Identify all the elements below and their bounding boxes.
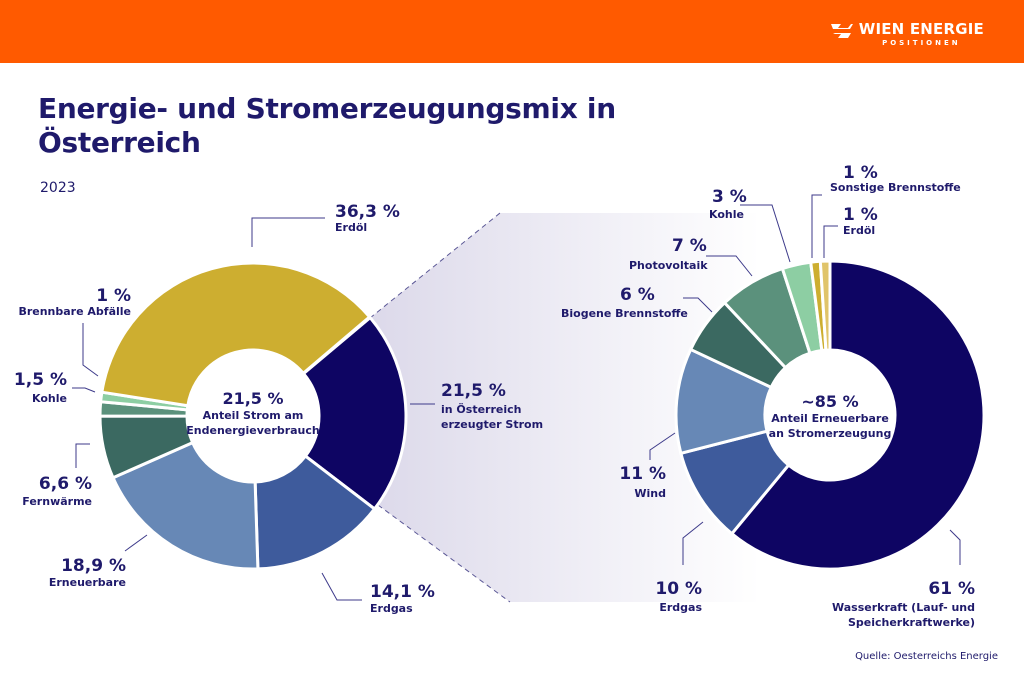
connector-dash-top bbox=[369, 212, 501, 319]
leader-kohle-left bbox=[72, 387, 96, 393]
leader-erdgas-right bbox=[682, 521, 704, 565]
donut-slice-wasserkraft-lauf-und-speicherkraftwerke- bbox=[729, 259, 986, 571]
center-value-left: 21,5 % bbox=[222, 389, 283, 408]
value-wind: 11 % bbox=[619, 464, 666, 484]
donut-slice-erdgas bbox=[253, 453, 377, 571]
donut-slice-erneuerbare bbox=[111, 440, 260, 571]
label-fernwaerme: Fernwärme bbox=[22, 495, 92, 508]
leader-wasserkraft bbox=[949, 529, 961, 565]
label-kohle-left: Kohle bbox=[32, 392, 67, 405]
connector-fill bbox=[370, 213, 760, 602]
donut-energy-mix bbox=[98, 261, 408, 571]
value-abfaelle: 1 % bbox=[96, 286, 131, 306]
value-erneuerbare: 18,9 % bbox=[61, 556, 126, 576]
source-note: Quelle: Oesterreichs Energie bbox=[855, 651, 998, 662]
leader-pv bbox=[706, 255, 753, 277]
label-wind: Wind bbox=[634, 487, 666, 500]
label-erdoel: Erdöl bbox=[335, 221, 367, 234]
label-sonstige: Sonstige Brennstoffe bbox=[830, 181, 961, 194]
leader-erdoel-right bbox=[823, 225, 838, 258]
leader-wind bbox=[649, 432, 676, 460]
header-bar: WIEN ENERGIE POSITIONEN bbox=[0, 0, 1024, 63]
label-wasserkraft-2: Speicherkraftwerke) bbox=[848, 616, 975, 629]
label-abfaelle: Brennbare Abfälle bbox=[18, 305, 131, 318]
center-label-right-1: Anteil Erneuerbare bbox=[771, 412, 889, 425]
brand-subtitle: POSITIONEN bbox=[882, 39, 961, 47]
donut-electricity-mix bbox=[674, 259, 986, 571]
label-strom-1: in Österreich bbox=[441, 402, 521, 416]
value-fernwaerme: 6,6 % bbox=[39, 474, 92, 494]
value-kohle-left: 1,5 % bbox=[14, 370, 67, 390]
leader-erdgas-left bbox=[321, 572, 362, 601]
label-erneuerbare: Erneuerbare bbox=[49, 576, 126, 589]
label-erdgas-right: Erdgas bbox=[659, 601, 702, 614]
leader-fernwaerme bbox=[75, 443, 90, 468]
leader-biogene bbox=[683, 297, 713, 313]
donut-slice-erdöl bbox=[100, 261, 372, 408]
value-biogene: 6 % bbox=[620, 285, 655, 305]
center-label-right-2: an Stromerzeugung bbox=[769, 427, 892, 440]
label-pv: Photovoltaik bbox=[629, 259, 708, 272]
label-erdgas-left: Erdgas bbox=[370, 602, 413, 615]
value-kohle-right: 3 % bbox=[712, 187, 747, 207]
logo-mark-icon bbox=[830, 24, 853, 38]
value-pv: 7 % bbox=[672, 236, 707, 256]
value-erdgas-left: 14,1 % bbox=[370, 582, 435, 602]
center-value-right: ~85 % bbox=[801, 392, 858, 411]
leader-kohle-right bbox=[740, 204, 791, 263]
label-erdoel-right: Erdöl bbox=[843, 224, 875, 237]
value-erdoel-right: 1 % bbox=[843, 205, 878, 225]
value-erdoel: 36,3 % bbox=[335, 202, 400, 222]
leader-sonstige bbox=[811, 194, 822, 258]
value-erdgas-right: 10 % bbox=[655, 579, 702, 599]
label-wasserkraft-1: Wasserkraft (Lauf- und bbox=[832, 601, 975, 614]
center-label-left-1: Anteil Strom am bbox=[203, 409, 304, 422]
year-label: 2023 bbox=[40, 180, 76, 196]
value-wasserkraft: 61 % bbox=[928, 579, 975, 599]
donut-slice-in-österreich-erzeugter-strom bbox=[301, 315, 408, 512]
leader-erdoel bbox=[251, 217, 325, 247]
page-title: Energie- und Stromerzeugungsmix in Öster… bbox=[38, 92, 616, 159]
leader-abfaelle bbox=[82, 323, 99, 377]
connector-dash-bottom bbox=[377, 504, 511, 603]
label-strom-2: erzeugter Strom bbox=[441, 418, 543, 431]
brand-name: WIEN ENERGIE bbox=[858, 20, 984, 38]
center-label-left-2: Endenergieverbrauch bbox=[186, 424, 319, 437]
label-kohle-right: Kohle bbox=[709, 208, 744, 221]
wien-energie-logo: WIEN ENERGIE POSITIONEN bbox=[830, 20, 984, 47]
donut-slice-erdöl bbox=[818, 259, 832, 352]
value-sonstige: 1 % bbox=[843, 163, 878, 183]
zoom-connector bbox=[369, 212, 760, 603]
label-biogene: Biogene Brennstoffe bbox=[561, 307, 688, 320]
leader-erneuerbare bbox=[124, 534, 148, 552]
value-strom: 21,5 % bbox=[441, 381, 506, 401]
